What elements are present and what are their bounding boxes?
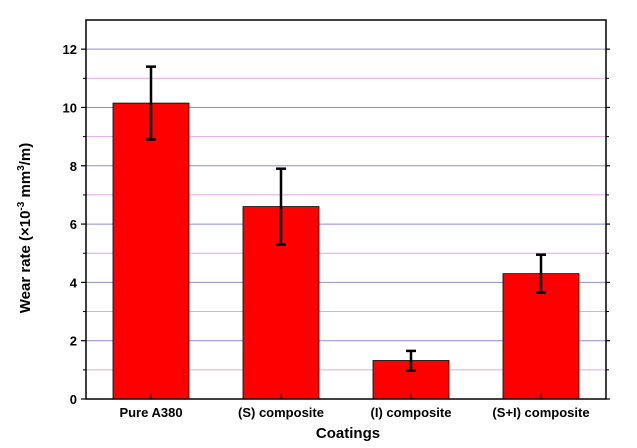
y-axis-title-suffix: /m) bbox=[17, 143, 34, 166]
x-tick-label: Pure A380 bbox=[119, 405, 182, 420]
tick-labels: Pure A380 (S) composite (I) composite (S+I)… bbox=[63, 42, 590, 420]
x-tick-label: (I) composite bbox=[371, 405, 452, 420]
error-bars bbox=[146, 65, 546, 372]
y-tick-label: 0 bbox=[70, 392, 77, 407]
y-tick-label: 12 bbox=[63, 42, 77, 57]
y-axis-title: Wear rate (×10-3 mm3/m) bbox=[16, 143, 34, 314]
y-axis-title-mid: mm bbox=[17, 171, 34, 202]
y-axis-title-exp2: 3 bbox=[16, 165, 27, 171]
y-tick-label: 10 bbox=[63, 100, 77, 115]
x-tick-label: (S) composite bbox=[238, 405, 324, 420]
y-tick-label: 6 bbox=[70, 217, 77, 232]
y-axis-title-prefix: Wear rate (×10 bbox=[17, 211, 34, 314]
y-tick-label: 2 bbox=[70, 334, 77, 349]
bars bbox=[112, 102, 580, 400]
x-axis-title: Coatings bbox=[316, 425, 380, 442]
plot-frame bbox=[85, 19, 607, 400]
y-tick-label: 8 bbox=[70, 159, 77, 174]
y-axis-title-exp1: -3 bbox=[16, 201, 27, 210]
y-tick-label: 4 bbox=[70, 275, 78, 290]
axis-ticks bbox=[81, 48, 610, 400]
x-tick-label: (S+I) composite bbox=[492, 405, 589, 420]
bar bbox=[112, 102, 190, 400]
